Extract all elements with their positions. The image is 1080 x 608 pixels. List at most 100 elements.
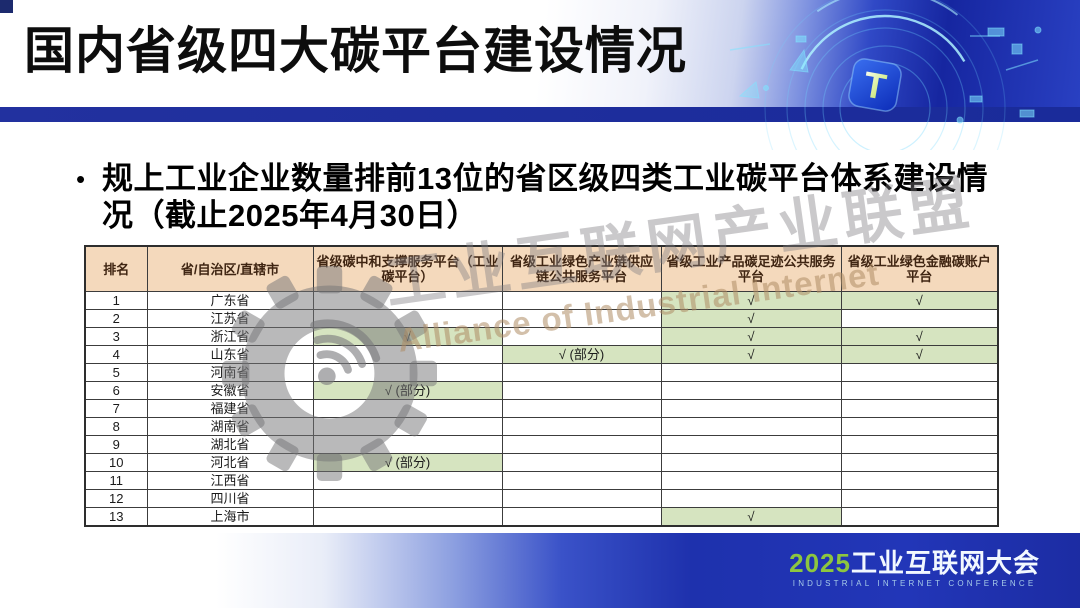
platform-cell — [660, 489, 842, 508]
platform-cell — [312, 363, 503, 382]
platform-cell — [501, 435, 662, 454]
rank-cell: 3 — [84, 327, 148, 346]
platform-cell — [312, 399, 503, 418]
platform-cell — [840, 489, 999, 508]
platform-cell — [501, 471, 662, 490]
platform-cell — [660, 399, 842, 418]
table-row: 5 河南省 — [84, 363, 999, 382]
platform-cell — [660, 453, 842, 472]
platform-cell — [312, 507, 503, 527]
table-row: 7 福建省 — [84, 399, 999, 418]
platform-cell: √ — [312, 327, 503, 346]
platform-cell — [840, 435, 999, 454]
platform-cell — [660, 363, 842, 382]
province-cell: 广东省 — [146, 291, 314, 310]
platform-cell: √ — [660, 309, 842, 328]
rank-cell: 8 — [84, 417, 148, 436]
platform-cell — [501, 399, 662, 418]
table-header-row: 排名 省/自治区/直辖市 省级碳中和支撑服务平台（工业碳平台） 省级工业绿色产业链供应… — [84, 245, 999, 292]
platform-cell: √ — [840, 291, 999, 310]
platform-cell: √ (部分) — [312, 453, 503, 472]
platform-cell — [312, 291, 503, 310]
bullet-dot: • — [76, 164, 86, 194]
rank-cell: 13 — [84, 507, 148, 527]
province-cell: 山东省 — [146, 345, 314, 364]
footer-band — [0, 533, 1080, 608]
rank-cell: 12 — [84, 489, 148, 508]
platform-cell — [501, 327, 662, 346]
platform-cell — [501, 291, 662, 310]
platform-cell — [840, 381, 999, 400]
table-header-cell-5: 省级工业绿色金融碳账户平台 — [840, 245, 999, 292]
province-cell: 湖南省 — [146, 417, 314, 436]
platform-cell — [840, 399, 999, 418]
tech-rings-icon: T — [729, 0, 1042, 150]
table-row: 1 广东省 √ √ — [84, 291, 999, 310]
platform-cell: √ (部分) — [312, 381, 503, 400]
rank-cell: 4 — [84, 345, 148, 364]
platform-cell — [840, 363, 999, 382]
table-header-cell-4: 省级工业产品碳足迹公共服务平台 — [660, 245, 842, 292]
platform-cell: √ — [660, 291, 842, 310]
platform-cell — [660, 381, 842, 400]
bullet-line1: 规上工业企业数量排前13位的省区级四类工业碳平台体系建设情 — [102, 161, 988, 196]
bullet-block: • 规上工业企业数量排前13位的省区级四类工业碳平台体系建设情 况（截止2025… — [76, 160, 1026, 234]
table-row: 11 江西省 — [84, 471, 999, 490]
footer-year: 2025 — [789, 548, 851, 578]
province-cell: 浙江省 — [146, 327, 314, 346]
rank-cell: 11 — [84, 471, 148, 490]
platform-cell — [312, 417, 503, 436]
corner-accent-square — [0, 0, 13, 13]
platform-cell: √ — [840, 327, 999, 346]
t-logo: T — [848, 58, 902, 112]
province-cell: 江苏省 — [146, 309, 314, 328]
platform-cell — [501, 363, 662, 382]
bullet-line2: 况（截止2025年4月30日） — [102, 198, 479, 233]
platform-cell — [312, 471, 503, 490]
rank-cell: 1 — [84, 291, 148, 310]
platform-cell — [501, 309, 662, 328]
platform-cell — [840, 507, 999, 527]
province-cell: 安徽省 — [146, 381, 314, 400]
platform-cell — [312, 435, 503, 454]
platform-cell — [660, 471, 842, 490]
platform-cell: √ — [840, 345, 999, 364]
platform-cell — [501, 507, 662, 527]
page-title: 国内省级四大碳平台建设情况 — [24, 23, 687, 79]
platform-cell — [312, 345, 503, 364]
rank-cell: 7 — [84, 399, 148, 418]
table-row: 12 四川省 — [84, 489, 999, 508]
platform-cell — [660, 435, 842, 454]
table-row: 2 江苏省 √ — [84, 309, 999, 328]
platform-cell — [501, 453, 662, 472]
table-row: 3 浙江省 √ √ √ — [84, 327, 999, 346]
bullet-text: 规上工业企业数量排前13位的省区级四类工业碳平台体系建设情 况（截止2025年4… — [102, 160, 1026, 234]
rank-cell: 2 — [84, 309, 148, 328]
rank-cell: 6 — [84, 381, 148, 400]
province-cell: 湖北省 — [146, 435, 314, 454]
platform-cell — [660, 417, 842, 436]
platform-cell — [501, 489, 662, 508]
table-row: 9 湖北省 — [84, 435, 999, 454]
province-cell: 河北省 — [146, 453, 314, 472]
table-header-cell-1: 省/自治区/直辖市 — [146, 245, 314, 292]
platform-cell — [840, 453, 999, 472]
footer-main-text: 2025工业互联网大会 — [789, 549, 1040, 577]
table-row: 8 湖南省 — [84, 417, 999, 436]
footer-subtitle: INDUSTRIAL INTERNET CONFERENCE — [792, 579, 1037, 588]
platform-cell: √ — [660, 507, 842, 527]
platform-cell: √ (部分) — [501, 345, 662, 364]
platform-cell — [501, 417, 662, 436]
platform-cell — [501, 381, 662, 400]
platform-cell — [312, 309, 503, 328]
footer-name: 工业互联网大会 — [850, 548, 1040, 578]
province-cell: 四川省 — [146, 489, 314, 508]
rank-cell: 10 — [84, 453, 148, 472]
platform-cell — [840, 309, 999, 328]
rank-cell: 5 — [84, 363, 148, 382]
rank-cell: 9 — [84, 435, 148, 454]
platform-cell: √ — [660, 345, 842, 364]
platform-cell — [312, 489, 503, 508]
table-header-cell-0: 排名 — [84, 245, 148, 292]
